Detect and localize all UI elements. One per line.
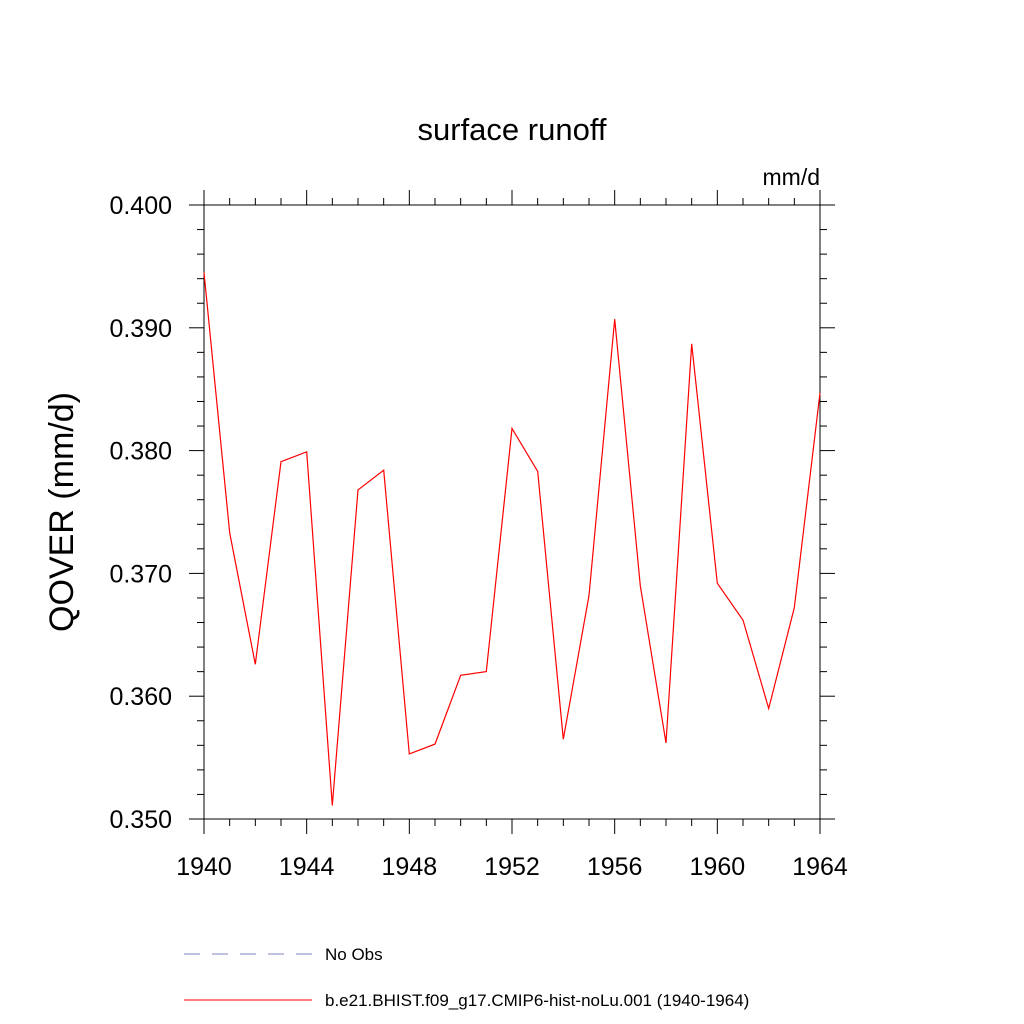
series-group <box>203 272 821 806</box>
legend: No Obs b.e21.BHIST.f09_g17.CMIP6-hist-noL… <box>184 945 749 1010</box>
x-tick-label: 1956 <box>587 853 643 881</box>
x-tick-label: 1940 <box>176 853 232 881</box>
x-tick-label: 1952 <box>484 853 540 881</box>
axis-ticks <box>189 190 835 834</box>
legend-label: No Obs <box>325 945 383 964</box>
y-tick-label: 0.390 <box>109 315 172 343</box>
series-line <box>203 272 821 806</box>
x-tick-label: 1964 <box>792 853 848 881</box>
x-tick-label: 1960 <box>690 853 746 881</box>
y-tick-label: 0.380 <box>109 438 172 466</box>
y-tick-label: 0.400 <box>109 192 172 220</box>
y-tick-label: 0.370 <box>109 560 172 588</box>
y-tick-label: 0.360 <box>109 683 172 711</box>
y-axis-label: QOVER (mm/d) <box>43 392 81 632</box>
axis-tick-labels: 1940 1944 1948 1952 1956 1960 1964 0.350 0.360 0.… <box>109 192 847 881</box>
chart-title: surface runoff <box>418 112 607 147</box>
x-tick-label: 1944 <box>279 853 335 881</box>
x-tick-label: 1948 <box>382 853 438 881</box>
units-label: mm/d <box>763 164 821 190</box>
legend-label: b.e21.BHIST.f09_g17.CMIP6-hist-noLu.001 … <box>325 991 749 1010</box>
y-tick-label: 0.350 <box>109 806 172 834</box>
plot-frame <box>203 204 821 820</box>
